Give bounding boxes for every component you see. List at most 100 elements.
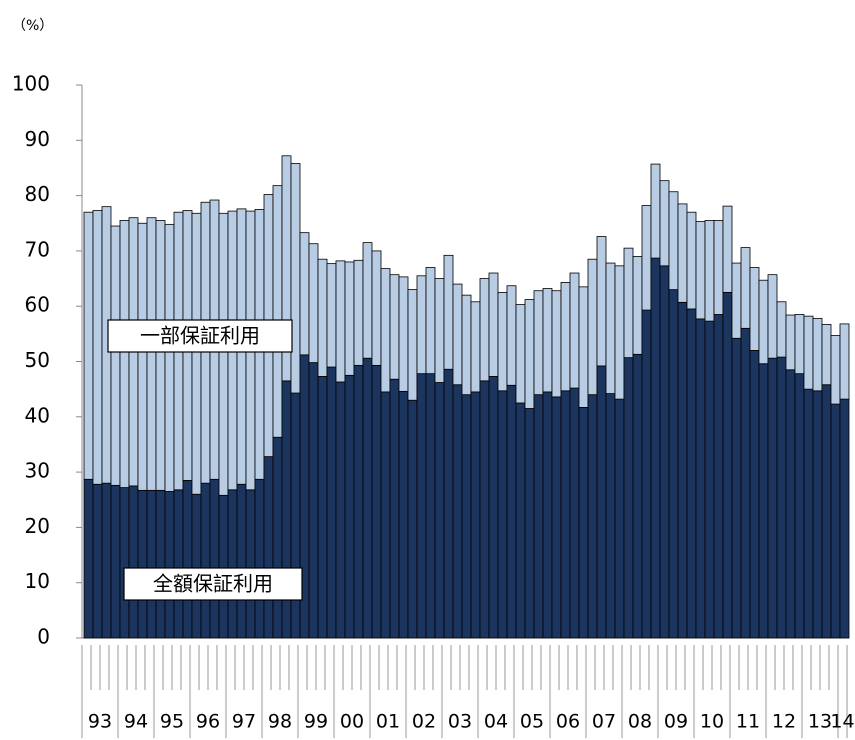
x-tick-label: 93	[88, 711, 112, 733]
bar	[470, 301, 481, 393]
x-tick-label: 05	[520, 711, 544, 733]
bar	[146, 217, 157, 491]
bar	[137, 222, 148, 491]
unit-label: （%）	[12, 18, 53, 34]
bar	[353, 364, 364, 639]
bar	[92, 483, 103, 639]
x-tick-label: 00	[340, 711, 364, 733]
bar	[443, 254, 454, 370]
bar	[335, 381, 346, 639]
bar	[551, 290, 562, 398]
bar	[713, 314, 724, 639]
bar	[623, 357, 634, 639]
bar	[479, 278, 490, 382]
bar	[443, 368, 454, 639]
bar	[344, 261, 355, 376]
bar	[722, 205, 733, 293]
bar	[533, 290, 544, 396]
bar	[542, 391, 553, 639]
bar	[578, 286, 589, 408]
bar	[425, 267, 436, 375]
bar	[722, 291, 733, 639]
bar	[290, 163, 301, 394]
bar	[596, 365, 607, 639]
bar	[137, 489, 148, 639]
bar	[623, 247, 634, 359]
bar	[416, 373, 427, 639]
bar	[587, 258, 598, 396]
bar	[560, 282, 571, 392]
bar	[812, 317, 823, 392]
bar	[677, 203, 688, 303]
bar	[83, 211, 94, 480]
bar	[659, 265, 670, 639]
y-tick-label: 100	[12, 72, 50, 96]
bar	[767, 274, 778, 359]
bar	[515, 304, 526, 404]
legend-box	[123, 567, 303, 601]
bar	[110, 225, 121, 486]
bar	[317, 258, 328, 377]
bar	[191, 493, 202, 639]
bar	[326, 263, 337, 368]
bar	[605, 262, 616, 394]
bar	[398, 276, 409, 392]
bar	[182, 479, 193, 639]
bar	[407, 289, 418, 401]
bar	[785, 369, 796, 639]
bar	[209, 478, 220, 639]
bar	[389, 378, 400, 639]
bar	[191, 212, 202, 495]
bar	[740, 327, 751, 639]
bar	[326, 366, 337, 639]
bar	[542, 288, 553, 393]
x-tick-label: 12	[772, 711, 796, 733]
bar	[452, 384, 463, 639]
bar	[830, 335, 841, 405]
bar	[407, 399, 418, 639]
bar	[173, 489, 184, 639]
x-tick-label: 10	[700, 711, 724, 733]
bar	[767, 357, 778, 639]
bar	[389, 274, 400, 380]
bar	[650, 257, 661, 639]
bar	[434, 382, 445, 639]
bar	[758, 363, 769, 639]
bar	[128, 485, 139, 639]
bar	[371, 364, 382, 639]
y-tick-label: 80	[25, 182, 50, 206]
bar	[551, 396, 562, 639]
bar	[200, 482, 211, 639]
bar	[641, 309, 652, 639]
bar	[704, 220, 715, 322]
bar	[497, 291, 508, 392]
bar	[812, 390, 823, 639]
bar	[749, 267, 760, 351]
y-tick-label: 60	[25, 293, 50, 317]
bar	[425, 373, 436, 639]
bar	[677, 301, 688, 639]
bar	[101, 482, 112, 639]
x-tick-label: 09	[664, 711, 688, 733]
bar	[416, 275, 427, 375]
bar	[164, 491, 175, 639]
bar	[344, 374, 355, 639]
bar	[380, 268, 391, 393]
bar	[245, 489, 256, 639]
bar	[758, 279, 769, 365]
bar	[434, 278, 445, 383]
bar	[524, 408, 535, 639]
x-tick-label: 11	[736, 711, 760, 733]
bar	[686, 308, 697, 639]
bar	[497, 390, 508, 639]
bar	[488, 272, 499, 377]
bar	[524, 299, 535, 409]
bar	[461, 394, 472, 639]
bar	[776, 356, 787, 639]
bar	[533, 394, 544, 639]
bar	[146, 489, 157, 639]
bar	[821, 324, 832, 386]
y-tick-label: 40	[25, 403, 50, 427]
bar	[110, 484, 121, 639]
